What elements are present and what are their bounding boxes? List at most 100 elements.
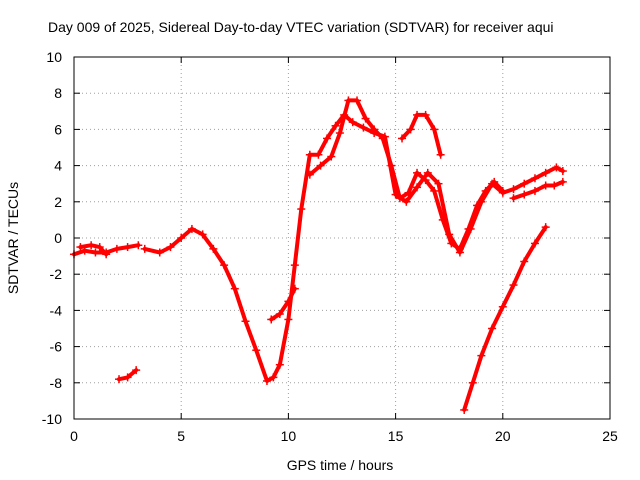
data-point <box>275 310 284 319</box>
data-point <box>166 243 175 252</box>
y-tick-label: 4 <box>54 158 62 174</box>
y-tick-label: 0 <box>54 230 62 246</box>
y-tick-label: -2 <box>50 266 63 282</box>
series-trace-main-a <box>142 112 565 383</box>
data-point <box>123 373 132 382</box>
data-point <box>488 324 497 333</box>
data-point <box>421 110 430 119</box>
x-tick-label: 25 <box>602 428 618 444</box>
grid-lines <box>74 57 610 419</box>
data-point <box>305 170 314 179</box>
data-point <box>530 186 539 195</box>
data-point <box>359 123 368 132</box>
data-point <box>460 405 469 414</box>
y-tick-label: 2 <box>54 194 62 210</box>
data-point <box>552 163 561 172</box>
data-point <box>209 244 218 253</box>
data-point <box>550 181 559 190</box>
data-point <box>477 351 486 360</box>
data-point <box>230 284 239 293</box>
data-point <box>177 234 186 242</box>
data-point <box>490 177 499 186</box>
data-point <box>509 185 518 194</box>
x-tick-label: 15 <box>388 428 404 444</box>
data-point <box>91 248 100 257</box>
data-point <box>406 125 415 134</box>
data-point <box>541 168 550 177</box>
data-point <box>378 134 387 143</box>
data-point <box>455 244 464 253</box>
data-point <box>322 134 331 143</box>
y-tick-label: 10 <box>46 49 62 65</box>
y-axis-label: SDTVAR / TECUs <box>5 182 21 294</box>
y-tick-label: -10 <box>42 411 62 427</box>
data-point <box>297 205 306 214</box>
data-point <box>520 179 529 188</box>
data-point <box>541 181 550 190</box>
data-point <box>413 183 422 192</box>
data-point <box>102 250 111 259</box>
data-point <box>252 346 261 355</box>
data-point <box>95 243 104 252</box>
data-point <box>344 96 353 105</box>
data-point <box>115 375 124 384</box>
data-point <box>464 224 473 233</box>
data-point <box>140 244 149 253</box>
data-point <box>423 168 432 177</box>
data-point <box>498 302 507 311</box>
data-point <box>262 376 271 385</box>
data-point <box>509 281 518 290</box>
data-point <box>473 201 482 210</box>
data-point <box>387 161 396 170</box>
chart-series <box>70 96 567 414</box>
data-point <box>269 373 278 382</box>
data-point <box>430 125 439 134</box>
data-point <box>430 186 439 195</box>
data-point <box>155 248 164 257</box>
data-point <box>558 177 567 186</box>
data-point <box>331 121 340 130</box>
data-point <box>241 317 250 326</box>
data-point <box>335 129 344 138</box>
data-point <box>284 315 293 324</box>
data-point <box>314 150 323 159</box>
data-point <box>76 243 85 252</box>
data-point <box>187 224 196 233</box>
data-point <box>509 194 518 203</box>
series-trace-afternoon-hump <box>400 112 443 157</box>
data-point <box>530 239 539 248</box>
data-point <box>395 194 404 203</box>
data-point <box>123 243 132 252</box>
data-point <box>530 174 539 183</box>
data-point <box>290 261 299 270</box>
data-point <box>558 167 567 176</box>
axes-ticks: 0 5 10 15 20 25 -10 -8 -6 -4 -2 0 2 4 6 8 10 <box>42 49 618 444</box>
data-point <box>498 186 507 195</box>
data-point <box>438 215 447 224</box>
data-point <box>353 96 362 105</box>
data-point <box>541 223 550 232</box>
data-point <box>267 315 276 324</box>
data-point <box>290 284 299 293</box>
x-tick-label: 20 <box>495 428 511 444</box>
data-point <box>398 134 407 143</box>
series-trace-midday-low <box>269 286 297 322</box>
data-point <box>520 190 529 199</box>
data-point <box>132 366 141 375</box>
chart-title: Day 009 of 2025, Sidereal Day-to-day VTE… <box>48 19 554 35</box>
data-point <box>413 110 422 119</box>
y-tick-label: -8 <box>50 375 63 391</box>
data-point <box>413 168 422 177</box>
y-tick-label: 8 <box>54 85 62 101</box>
data-point <box>370 125 379 134</box>
x-tick-label: 5 <box>177 428 185 444</box>
data-point <box>520 257 529 266</box>
y-tick-label: -6 <box>50 339 63 355</box>
data-point <box>87 241 96 250</box>
data-point <box>327 152 336 161</box>
data-point <box>220 261 229 270</box>
data-point <box>316 161 325 170</box>
data-point <box>436 150 445 159</box>
y-tick-label: -4 <box>50 302 63 318</box>
